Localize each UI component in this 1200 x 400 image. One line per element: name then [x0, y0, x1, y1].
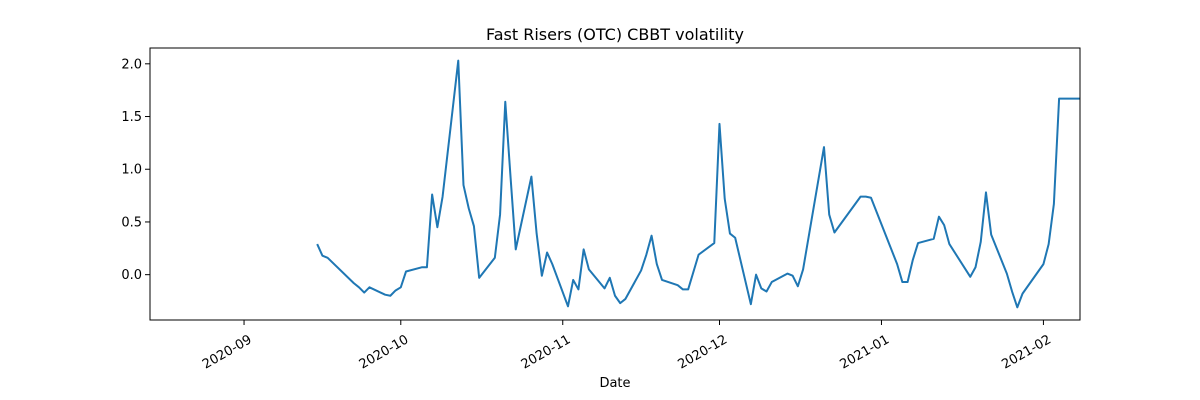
y-tick-label: 1.5 — [121, 110, 142, 125]
y-tick-label: 0.0 — [121, 268, 142, 283]
y-tick-label: 1.0 — [121, 163, 142, 178]
series-line — [316, 59, 1080, 309]
axis-ticks: 0.0 0.5 1.0 1.5 2.0 2020-09 2020-10 2020-11 2020… — [121, 57, 1054, 372]
x-tick-label: 2020-10 — [357, 332, 412, 372]
x-tick-label: 2021-02 — [999, 332, 1054, 372]
x-tick-label: 2020-11 — [519, 332, 574, 372]
x-tick-label: 2020-12 — [675, 332, 730, 372]
x-tick-label: 2020-09 — [200, 332, 255, 372]
chart-title: Fast Risers (OTC) CBBT volatility — [486, 25, 744, 44]
x-tick-label: 2021-01 — [837, 332, 892, 372]
y-tick-label: 0.5 — [121, 215, 142, 230]
x-axis-label: Date — [599, 376, 630, 391]
y-tick-label: 2.0 — [121, 57, 142, 72]
plot-area-frame — [149, 47, 1081, 321]
